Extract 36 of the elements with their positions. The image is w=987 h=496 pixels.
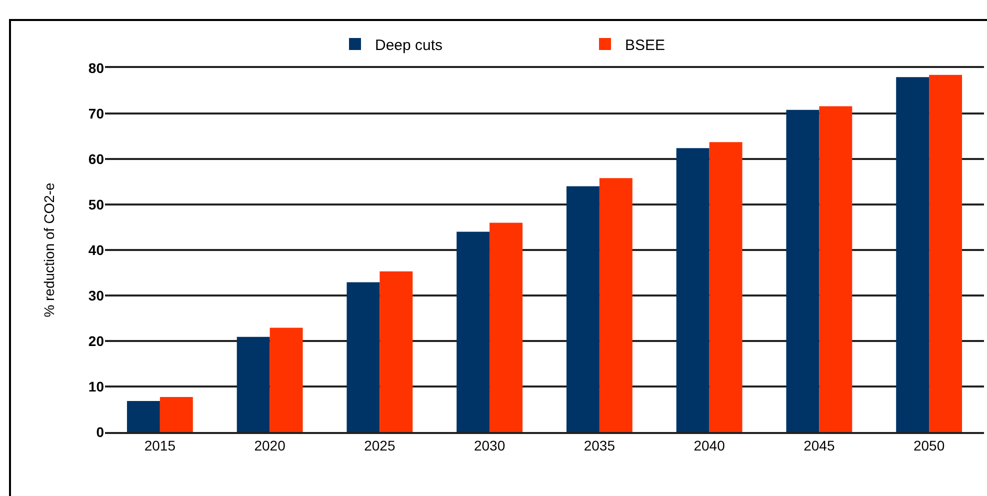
x-tick-label: 2035	[584, 438, 616, 454]
y-tick-label: 70	[88, 105, 104, 122]
y-tick-label: 20	[88, 332, 104, 349]
bar	[270, 328, 303, 432]
bar	[236, 336, 270, 432]
bar	[456, 232, 490, 432]
bar	[599, 178, 632, 432]
legend-label: BSEE	[625, 36, 666, 54]
bar	[786, 110, 820, 432]
x-tick-label: 2015	[144, 438, 176, 454]
bar	[490, 222, 523, 432]
x-tick-label: 2025	[364, 438, 396, 454]
y-tick-label: 80	[88, 60, 104, 76]
bar	[160, 396, 193, 432]
x-tick-label: 2045	[804, 438, 835, 454]
bar	[346, 282, 380, 432]
x-tick-label: 2030	[474, 438, 506, 454]
bar	[380, 271, 413, 432]
y-tick-label: 0	[96, 424, 104, 440]
y-tick-label: 10	[88, 378, 104, 394]
bar	[126, 401, 160, 432]
y-tick-label: 40	[88, 242, 104, 258]
x-tick-label: 2050	[913, 438, 945, 454]
y-tick-label: 60	[88, 150, 104, 167]
legend-label: Deep cuts	[375, 36, 443, 54]
bar	[896, 77, 930, 432]
y-tick-label: 50	[88, 196, 104, 212]
y-tick-label: 30	[88, 287, 104, 304]
x-tick-label: 2040	[694, 438, 726, 454]
bar	[566, 186, 600, 432]
bar	[676, 148, 710, 432]
x-tick-label: 2020	[254, 438, 286, 454]
bar	[929, 74, 962, 432]
y-axis-title: % reduction of CO2-e	[41, 182, 58, 318]
bar	[819, 106, 852, 432]
bar	[709, 142, 742, 432]
